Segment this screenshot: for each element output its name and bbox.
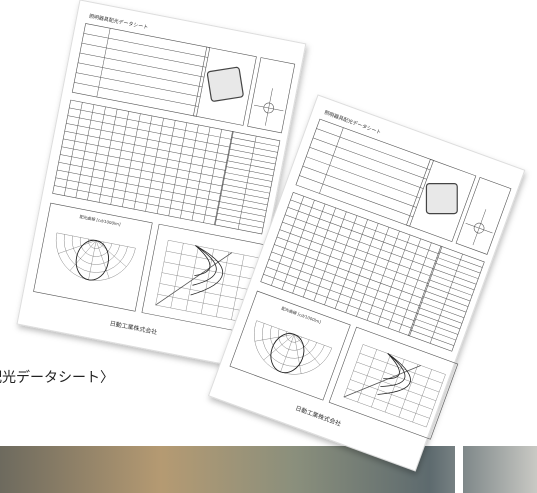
rule bbox=[58, 240, 97, 254]
rule bbox=[306, 156, 420, 199]
rule bbox=[180, 124, 199, 219]
rule bbox=[302, 207, 336, 298]
box bbox=[247, 57, 296, 134]
rule bbox=[429, 253, 463, 344]
rule bbox=[79, 52, 205, 78]
rule bbox=[281, 200, 315, 290]
rule bbox=[96, 240, 136, 249]
rule bbox=[334, 219, 368, 309]
rule bbox=[156, 120, 176, 214]
rule bbox=[324, 215, 358, 305]
rule bbox=[312, 137, 427, 180]
rule bbox=[294, 334, 332, 349]
rule bbox=[81, 42, 207, 68]
rule bbox=[76, 72, 201, 97]
rule bbox=[313, 211, 347, 302]
rule bbox=[145, 118, 164, 212]
rule bbox=[398, 242, 432, 333]
box bbox=[33, 202, 153, 312]
illuminance-curve bbox=[192, 245, 217, 286]
rule bbox=[388, 238, 422, 329]
rule bbox=[75, 104, 95, 198]
rule bbox=[426, 374, 446, 428]
rule bbox=[343, 365, 421, 398]
rule bbox=[122, 113, 141, 207]
rule bbox=[345, 223, 379, 313]
rule bbox=[294, 334, 302, 374]
rule bbox=[237, 136, 257, 230]
rule bbox=[472, 209, 487, 246]
rule bbox=[263, 334, 295, 361]
illuminance-curve bbox=[380, 353, 406, 387]
rule bbox=[96, 240, 127, 267]
background-photo-strip bbox=[0, 446, 537, 493]
rule bbox=[155, 252, 233, 306]
illuminance-curve bbox=[190, 245, 224, 296]
rule bbox=[319, 127, 344, 194]
strip-gap bbox=[455, 446, 463, 493]
illuminance-curve bbox=[377, 353, 411, 395]
rule bbox=[96, 28, 111, 98]
rule bbox=[69, 240, 97, 271]
rule bbox=[56, 232, 97, 241]
rule bbox=[110, 111, 130, 205]
rule bbox=[309, 147, 424, 189]
product-image bbox=[206, 66, 244, 102]
rule bbox=[302, 165, 417, 208]
rule bbox=[155, 304, 247, 323]
rule bbox=[96, 240, 110, 279]
rule bbox=[168, 122, 188, 216]
rule bbox=[316, 128, 431, 171]
rule bbox=[191, 127, 211, 221]
polar-curve bbox=[270, 333, 305, 374]
rule bbox=[377, 234, 411, 325]
rule bbox=[83, 33, 208, 58]
rule bbox=[343, 396, 427, 428]
box bbox=[455, 176, 512, 255]
illuminance-curve bbox=[194, 245, 211, 276]
box bbox=[229, 290, 351, 401]
rule bbox=[280, 334, 295, 372]
rule bbox=[294, 334, 321, 366]
rule bbox=[74, 82, 199, 107]
caption: 配光データシート〉 bbox=[0, 369, 114, 386]
rule bbox=[292, 203, 326, 294]
rule bbox=[157, 294, 249, 313]
product-image bbox=[425, 183, 458, 215]
rule bbox=[256, 320, 295, 335]
rule bbox=[63, 102, 83, 196]
box bbox=[295, 118, 434, 227]
rule bbox=[254, 334, 295, 342]
box bbox=[71, 23, 211, 117]
rule bbox=[77, 62, 203, 88]
box bbox=[193, 46, 257, 126]
box bbox=[328, 326, 459, 440]
rule bbox=[87, 106, 106, 201]
rule bbox=[366, 231, 400, 321]
rule bbox=[88, 240, 97, 280]
rule bbox=[299, 175, 414, 218]
rule bbox=[265, 88, 273, 126]
rule bbox=[346, 388, 430, 419]
rule bbox=[203, 129, 222, 223]
rule bbox=[271, 196, 305, 286]
rule bbox=[356, 227, 390, 317]
rule bbox=[133, 115, 153, 210]
box bbox=[406, 158, 477, 243]
polar-curve bbox=[75, 239, 109, 281]
illuminance-curve bbox=[383, 353, 400, 380]
rule bbox=[98, 109, 118, 203]
